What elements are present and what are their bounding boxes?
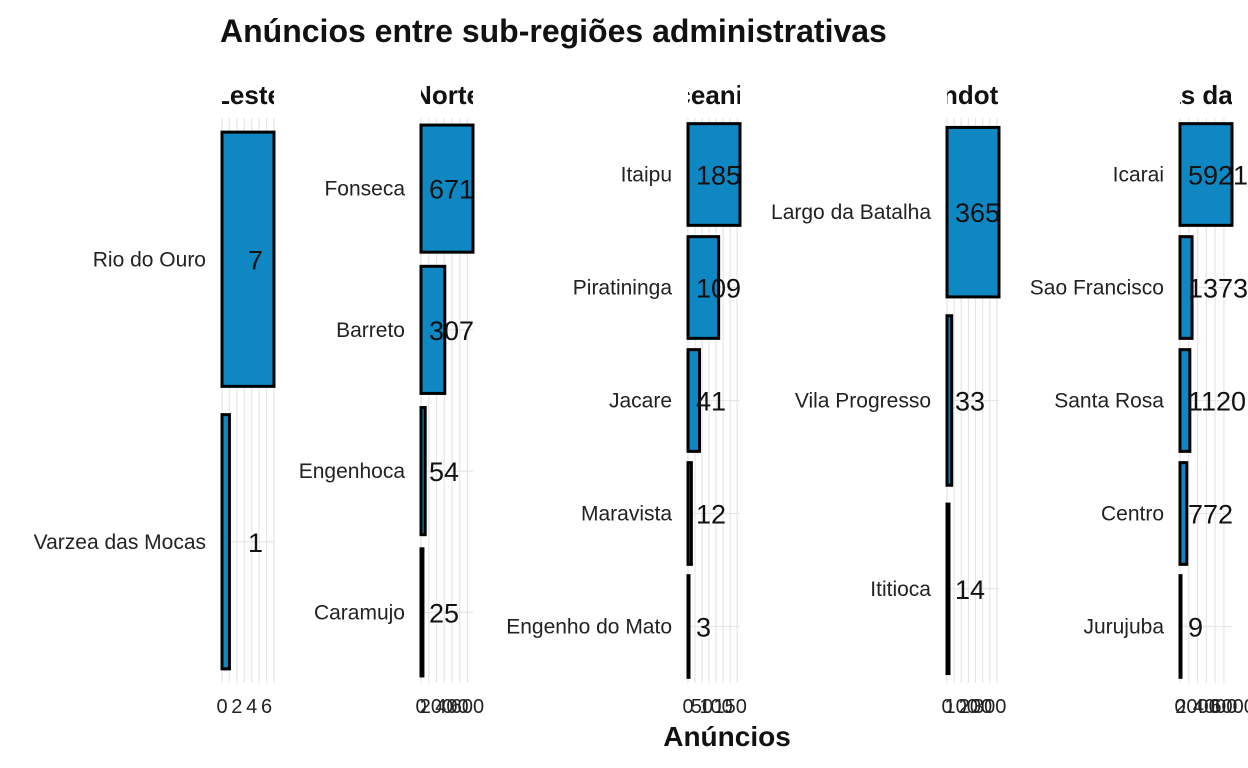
x-tick-label: 6	[261, 696, 272, 718]
x-tick-label: 100	[945, 696, 978, 718]
category-label: Santa Rosa	[1054, 390, 1164, 413]
bar	[1178, 348, 1192, 453]
category-label: Sao Francisco	[1030, 277, 1164, 300]
facet-strip-label: Pendotiba	[910, 80, 1036, 110]
data-label: 1120	[1188, 387, 1246, 417]
bar	[419, 123, 475, 254]
category-label: Rio do Ouro	[93, 248, 206, 271]
bar	[686, 235, 721, 340]
bar	[1178, 122, 1234, 227]
data-label: 54	[429, 457, 459, 487]
facet-panel-4: Praias da Baia 0200040006000 Icarai 5921 Sao…	[1030, 80, 1248, 718]
x-tick-label: 0	[941, 696, 952, 718]
bar	[220, 130, 276, 388]
data-label: 25	[429, 598, 459, 628]
x-tick-label: 300	[973, 696, 1006, 718]
category-label: Varzea das Mocas	[34, 531, 206, 554]
bar	[686, 461, 693, 566]
x-tick-label: 4	[246, 696, 257, 718]
x-tick-label: 6000	[1210, 696, 1248, 718]
data-label: 3	[696, 613, 711, 643]
data-label: 671	[429, 175, 474, 205]
x-tick-label: 0	[682, 696, 693, 718]
x-tick-label: 100	[699, 696, 732, 718]
category-label: Vila Progresso	[795, 390, 931, 413]
data-label: 33	[955, 387, 985, 417]
data-label: 5921	[1188, 161, 1248, 191]
facet-panel-0: Leste 0 2 4 6 Rio do Ouro 7 Varzea das Mocas 1	[34, 80, 282, 718]
x-tick-label: 400	[435, 696, 468, 718]
x-tick-label: 150	[713, 696, 746, 718]
bar	[945, 314, 954, 487]
x-tick-label: 4000	[1193, 696, 1238, 718]
data-label: 9	[1188, 613, 1203, 643]
bar	[1178, 574, 1183, 679]
x-tick-label: 0	[216, 696, 227, 718]
facet-strip-label: Praias da Baia	[1117, 80, 1248, 110]
category-label: Centro	[1101, 503, 1164, 526]
chart-title: Anúncios entre sub-regiões administrativ…	[220, 13, 887, 49]
category-label: Engenhoca	[299, 460, 406, 483]
x-tick-label: 600	[451, 696, 484, 718]
category-label: Barreto	[336, 319, 405, 342]
bar	[1178, 235, 1194, 340]
data-label: 12	[696, 500, 726, 530]
category-label: Caramujo	[314, 601, 405, 624]
x-tick-label: 0	[1174, 696, 1185, 718]
bar	[1178, 461, 1189, 566]
x-tick-label: 2000	[1175, 696, 1220, 718]
category-label: Fonseca	[324, 178, 405, 201]
x-tick-label: 200	[959, 696, 992, 718]
bar	[419, 406, 427, 537]
x-axis-label: Anúncios	[663, 721, 791, 752]
data-label: 7	[248, 245, 263, 275]
data-label: 14	[955, 575, 985, 605]
bar	[220, 413, 231, 671]
bar	[419, 547, 425, 678]
data-label: 1373	[1188, 274, 1248, 304]
bar	[419, 264, 447, 395]
bar	[945, 125, 1001, 299]
data-label: 365	[955, 198, 1000, 228]
x-tick-label: 200	[420, 696, 453, 718]
bar	[945, 502, 951, 676]
category-label: Maravista	[581, 503, 672, 526]
category-label: Jurujuba	[1083, 616, 1164, 639]
data-label: 41	[696, 387, 726, 417]
bar	[686, 574, 691, 679]
category-label: Itaipu	[621, 164, 672, 187]
data-label: 307	[429, 316, 474, 346]
category-label: Engenho do Mato	[506, 616, 672, 639]
category-label: Jacare	[609, 390, 672, 413]
category-label: Ititioca	[870, 578, 931, 601]
facet-strip-label: Oceanica	[656, 80, 772, 110]
x-tick-label: 50	[691, 696, 713, 718]
x-tick-label: 0	[415, 696, 426, 718]
facet-strip-label: Norte	[413, 80, 481, 110]
x-tick-label: 2	[231, 696, 242, 718]
data-label: 109	[696, 274, 741, 304]
category-label: Piratininga	[573, 277, 673, 300]
data-label: 185	[696, 161, 741, 191]
category-label: Icarai	[1113, 164, 1164, 187]
bar	[686, 348, 702, 453]
facet-strip-label: Leste	[214, 80, 282, 110]
data-label: 1	[248, 528, 263, 558]
data-label: 772	[1188, 500, 1233, 530]
bar	[686, 122, 742, 227]
category-label: Largo da Batalha	[771, 201, 931, 224]
